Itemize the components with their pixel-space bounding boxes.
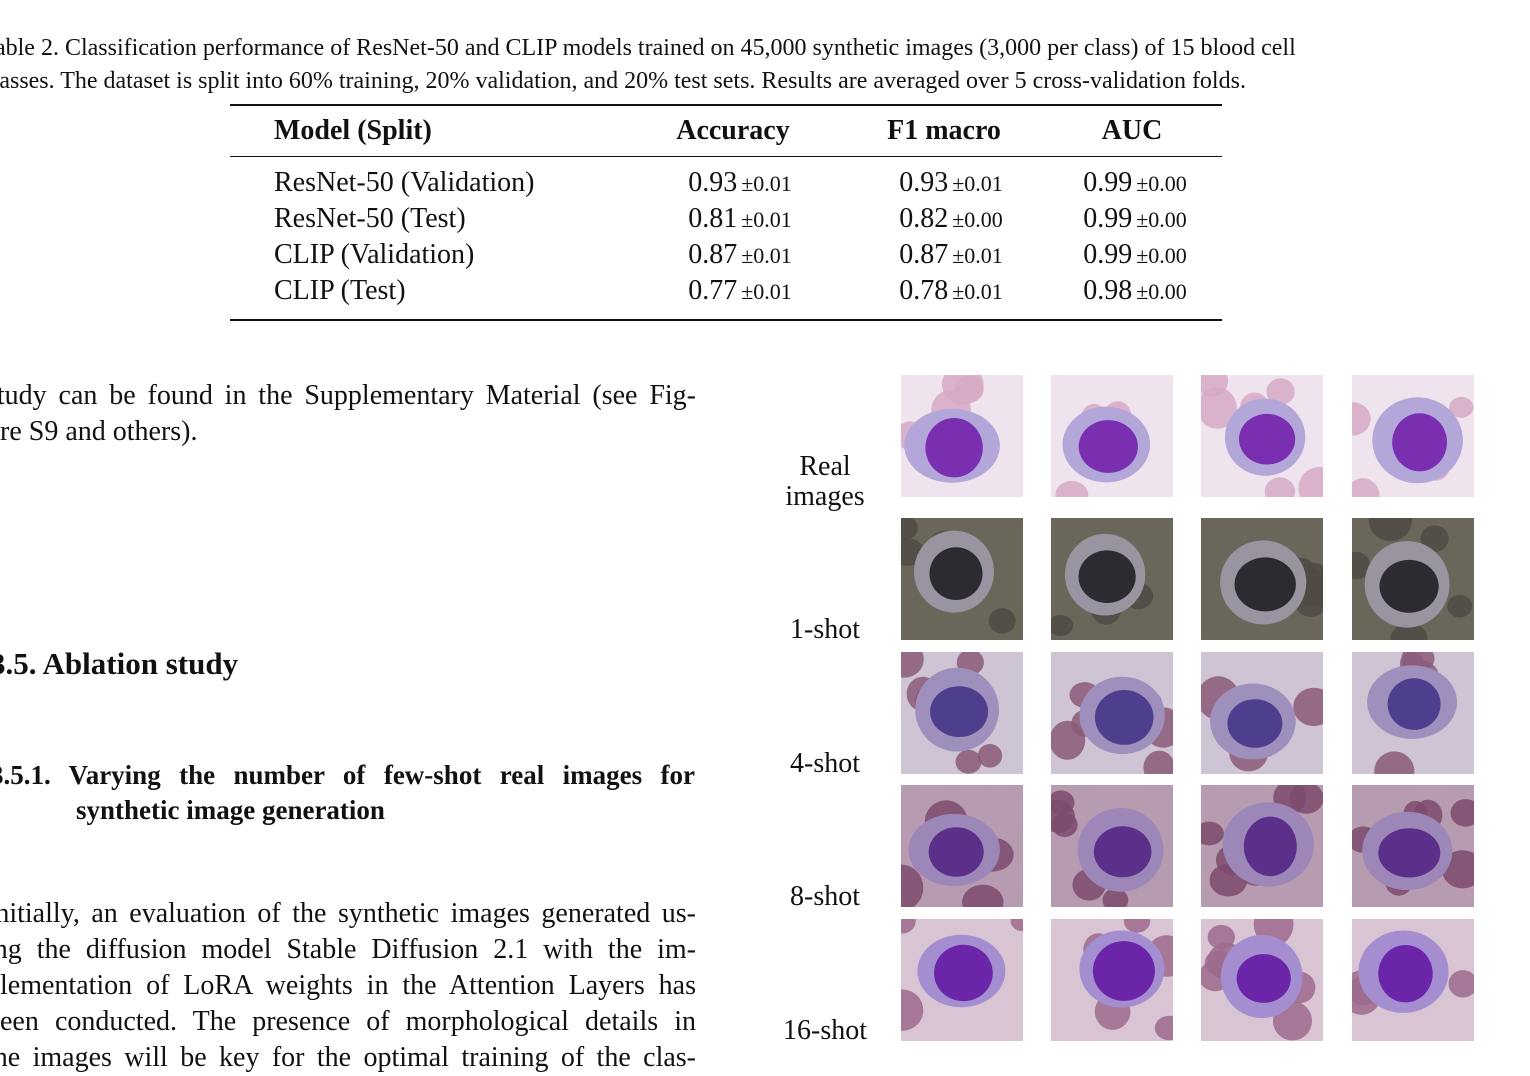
cell-image-8-shot-1: [901, 785, 1023, 907]
cell-image-16-shot-1: [901, 919, 1023, 1041]
cell-image-4-shot-3: [1201, 652, 1323, 774]
cell-f1-pm: ±0.01: [952, 243, 1003, 268]
cell-image-1-shot-1: [901, 518, 1023, 640]
cell-auc: 0.99: [1083, 203, 1133, 234]
row-label-line: Real: [799, 451, 851, 482]
cell-f1: 0.78: [899, 275, 949, 306]
cell-image-real-2: [1051, 375, 1173, 497]
cell-auc-pm: ±0.00: [1136, 243, 1187, 268]
table-row: ResNet-50 (Validation) 0.93 ±0.01 0.93 ±0.…: [230, 165, 1222, 201]
subsection-line-1: 3.5.1. Varying the number of few-shot re…: [0, 760, 695, 790]
text-line: the images will be key for the optimal t…: [0, 1042, 696, 1073]
cell-acc-pm: ±0.01: [741, 243, 792, 268]
cell-f1-pm: ±0.01: [952, 171, 1003, 196]
cell-auc-pm: ±0.00: [1136, 279, 1187, 304]
row-label-4-shot: 4-shot: [790, 748, 860, 779]
section-heading: 3.5. Ablation study: [0, 646, 239, 681]
text-line: plementation of LoRA weights in the Atte…: [0, 970, 696, 1001]
cell-f1: 0.87: [899, 239, 949, 270]
header-accuracy: Accuracy: [676, 115, 790, 146]
cell-image-4-shot-4: [1352, 652, 1474, 774]
cell-image-real-4: [1352, 375, 1474, 497]
cell-image-1-shot-4: [1352, 518, 1474, 640]
cell-image-real-3: [1201, 375, 1323, 497]
cell-auc: 0.99: [1083, 167, 1133, 198]
paragraph-body: Initially, an evaluation of the syntheti…: [0, 896, 696, 1076]
cell-auc-pm: ±0.00: [1136, 207, 1187, 232]
cell-acc: 0.77: [688, 275, 738, 306]
cell-image-1-shot-2: [1051, 518, 1173, 640]
table-header-row: Model (Split) Accuracy F1 macro AUC: [230, 106, 1222, 157]
cell-f1: 0.93: [899, 167, 949, 198]
results-table: Model (Split) Accuracy F1 macro AUC ResN…: [230, 104, 1222, 321]
table-caption: Table 2. Classification performance of R…: [0, 32, 1482, 98]
cell-model: CLIP (Validation): [274, 239, 475, 270]
subsection-heading: 3.5.1. Varying the number of few-shot re…: [0, 758, 695, 828]
cell-image-16-shot-4: [1352, 919, 1474, 1041]
cell-image-16-shot-3: [1201, 919, 1323, 1041]
row-label-8-shot: 8-shot: [790, 881, 860, 912]
cell-model: ResNet-50 (Test): [274, 203, 466, 234]
caption-line-1: Table 2. Classification performance of R…: [0, 35, 1296, 61]
paragraph-intro: study can be found in the Supplementary …: [0, 378, 696, 450]
cell-auc-pm: ±0.00: [1136, 171, 1187, 196]
cell-auc: 0.98: [1083, 275, 1133, 306]
text-line: Initially, an evaluation of the syntheti…: [0, 898, 696, 929]
row-label-line: images: [785, 481, 865, 512]
cell-acc-pm: ±0.01: [741, 207, 792, 232]
cell-image-8-shot-2: [1051, 785, 1173, 907]
cell-auc: 0.99: [1083, 239, 1133, 270]
row-label-16-shot: 16-shot: [783, 1015, 867, 1046]
cell-image-real-1: [901, 375, 1023, 497]
cell-f1-pm: ±0.00: [952, 207, 1003, 232]
cell-model: CLIP (Test): [274, 275, 406, 306]
caption-line-2: classes. The dataset is split into 60% t…: [0, 68, 1246, 94]
cell-acc: 0.87: [688, 239, 738, 270]
cell-f1: 0.82: [899, 203, 949, 234]
text-line: study can be found in the Supplementary …: [0, 380, 696, 411]
cell-model: ResNet-50 (Validation): [274, 167, 535, 198]
header-f1: F1 macro: [887, 115, 1001, 146]
header-auc: AUC: [1101, 115, 1163, 146]
cell-image-4-shot-2: [1051, 652, 1173, 774]
table-row: ResNet-50 (Test) 0.81 ±0.01 0.82 ±0.00 0.9…: [230, 201, 1222, 237]
row-label-real: Real images: [770, 452, 880, 512]
text-line: ure S9 and others).: [0, 416, 198, 447]
cell-acc: 0.93: [688, 167, 738, 198]
cell-acc-pm: ±0.01: [741, 279, 792, 304]
cell-image-1-shot-3: [1201, 518, 1323, 640]
cell-f1-pm: ±0.01: [952, 279, 1003, 304]
cell-image-8-shot-3: [1201, 785, 1323, 907]
cell-acc: 0.81: [688, 203, 738, 234]
table-row: CLIP (Validation) 0.87 ±0.01 0.87 ±0.01 0.…: [230, 237, 1222, 273]
header-model: Model (Split): [274, 115, 432, 146]
row-label-1-shot: 1-shot: [790, 614, 860, 645]
cell-image-16-shot-2: [1051, 919, 1173, 1041]
cell-acc-pm: ±0.01: [741, 171, 792, 196]
table-row: CLIP (Test) 0.77 ±0.01 0.78 ±0.01 0.98 ±0.0…: [230, 273, 1222, 309]
text-line: been conducted. The presence of morpholo…: [0, 1006, 696, 1037]
text-line: ing the diffusion model Stable Diffusion…: [0, 934, 696, 965]
cell-image-4-shot-1: [901, 652, 1023, 774]
cell-image-8-shot-4: [1352, 785, 1474, 907]
subsection-line-2: synthetic image generation: [76, 795, 385, 825]
